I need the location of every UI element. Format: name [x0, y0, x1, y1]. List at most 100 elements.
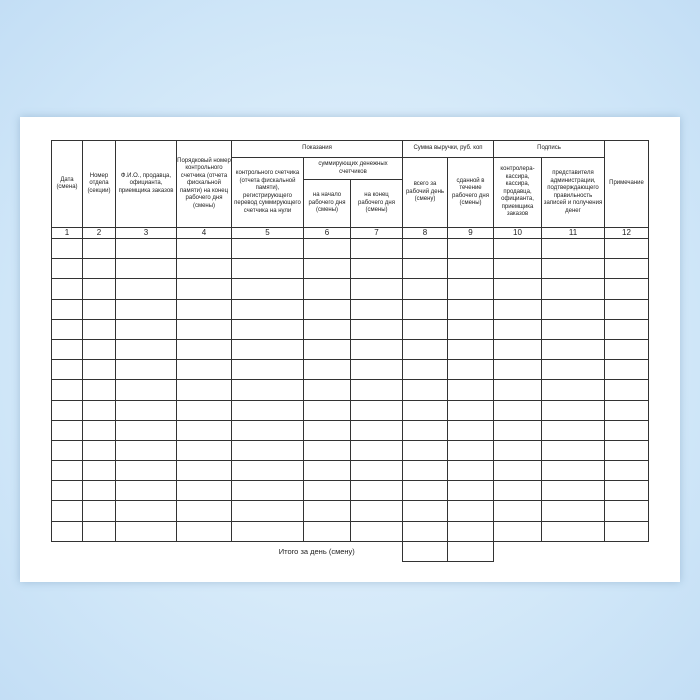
- table-cell[interactable]: [51, 298, 83, 320]
- table-cell[interactable]: [303, 258, 351, 280]
- table-cell[interactable]: [82, 439, 116, 462]
- table-cell[interactable]: [350, 520, 403, 542]
- table-cell[interactable]: [115, 520, 177, 542]
- table-cell[interactable]: [303, 338, 351, 361]
- table-cell[interactable]: [82, 237, 116, 260]
- table-cell[interactable]: [82, 500, 116, 522]
- table-cell[interactable]: [176, 258, 232, 280]
- table-cell[interactable]: [82, 460, 116, 482]
- table-cell[interactable]: [447, 298, 494, 320]
- table-cell[interactable]: [115, 439, 177, 462]
- table-cell[interactable]: [176, 359, 232, 381]
- table-cell[interactable]: [493, 359, 542, 381]
- table-cell[interactable]: [51, 278, 83, 300]
- table-cell[interactable]: [82, 298, 116, 320]
- table-cell[interactable]: [447, 520, 494, 542]
- table-cell[interactable]: [402, 318, 448, 340]
- table-cell[interactable]: [82, 278, 116, 300]
- table-cell[interactable]: [303, 460, 351, 482]
- table-cell[interactable]: [176, 379, 232, 401]
- table-cell[interactable]: [493, 439, 542, 462]
- table-cell[interactable]: [82, 359, 116, 381]
- table-cell[interactable]: [604, 460, 649, 482]
- table-cell[interactable]: [541, 258, 605, 280]
- table-cell[interactable]: [115, 278, 177, 300]
- table-cell[interactable]: [231, 460, 304, 482]
- table-cell[interactable]: [541, 419, 605, 441]
- table-cell[interactable]: [541, 379, 605, 401]
- table-cell[interactable]: [541, 399, 605, 421]
- table-cell[interactable]: [176, 480, 232, 502]
- table-cell[interactable]: [447, 359, 494, 381]
- table-cell[interactable]: [402, 439, 448, 462]
- table-cell[interactable]: [402, 460, 448, 482]
- table-cell[interactable]: [51, 460, 83, 482]
- table-cell[interactable]: [115, 419, 177, 441]
- table-cell[interactable]: [51, 318, 83, 340]
- table-cell[interactable]: [82, 338, 116, 361]
- table-cell[interactable]: [604, 258, 649, 280]
- table-cell[interactable]: [231, 338, 304, 361]
- table-cell[interactable]: [604, 500, 649, 522]
- table-cell[interactable]: [176, 439, 232, 462]
- table-cell[interactable]: [350, 439, 403, 462]
- table-cell[interactable]: [541, 318, 605, 340]
- table-cell[interactable]: [231, 500, 304, 522]
- table-cell[interactable]: [231, 318, 304, 340]
- table-cell[interactable]: [51, 480, 83, 502]
- table-cell[interactable]: [447, 318, 494, 340]
- table-cell[interactable]: [51, 500, 83, 522]
- table-cell[interactable]: [541, 359, 605, 381]
- table-cell[interactable]: [402, 237, 448, 260]
- table-cell[interactable]: [541, 500, 605, 522]
- table-cell[interactable]: [350, 318, 403, 340]
- table-cell[interactable]: [447, 338, 494, 361]
- table-cell[interactable]: [303, 359, 351, 381]
- table-cell[interactable]: [231, 258, 304, 280]
- table-cell[interactable]: [303, 480, 351, 502]
- table-cell[interactable]: [231, 520, 304, 542]
- table-cell[interactable]: [51, 379, 83, 401]
- table-cell[interactable]: [541, 298, 605, 320]
- table-cell[interactable]: [604, 298, 649, 320]
- table-cell[interactable]: [176, 298, 232, 320]
- table-cell[interactable]: [176, 399, 232, 421]
- table-cell[interactable]: [176, 520, 232, 542]
- table-cell[interactable]: [604, 419, 649, 441]
- table-cell[interactable]: [402, 278, 448, 300]
- table-cell[interactable]: [115, 359, 177, 381]
- table-cell[interactable]: [604, 399, 649, 421]
- table-cell[interactable]: [176, 460, 232, 482]
- table-cell[interactable]: [82, 379, 116, 401]
- table-cell[interactable]: [350, 500, 403, 522]
- table-cell[interactable]: [51, 359, 83, 381]
- table-cell[interactable]: [604, 318, 649, 340]
- table-cell[interactable]: [350, 379, 403, 401]
- table-cell[interactable]: [303, 278, 351, 300]
- table-cell[interactable]: [303, 520, 351, 542]
- table-cell[interactable]: [115, 399, 177, 421]
- table-cell[interactable]: [115, 237, 177, 260]
- table-cell[interactable]: [231, 237, 304, 260]
- table-cell[interactable]: [402, 258, 448, 280]
- table-cell[interactable]: [541, 460, 605, 482]
- table-cell[interactable]: [115, 258, 177, 280]
- table-cell[interactable]: [82, 419, 116, 441]
- table-cell[interactable]: [303, 500, 351, 522]
- table-cell[interactable]: [402, 520, 448, 542]
- table-cell[interactable]: [231, 439, 304, 462]
- table-cell[interactable]: [402, 480, 448, 502]
- table-cell[interactable]: [115, 480, 177, 502]
- table-cell[interactable]: [231, 379, 304, 401]
- table-cell[interactable]: [231, 480, 304, 502]
- table-cell[interactable]: [350, 419, 403, 441]
- table-cell[interactable]: [303, 379, 351, 401]
- table-cell[interactable]: [493, 379, 542, 401]
- table-cell[interactable]: [82, 520, 116, 542]
- table-cell[interactable]: [350, 278, 403, 300]
- table-cell[interactable]: [51, 439, 83, 462]
- table-cell[interactable]: [231, 278, 304, 300]
- table-cell[interactable]: [303, 298, 351, 320]
- table-cell[interactable]: [115, 298, 177, 320]
- table-cell[interactable]: [51, 338, 83, 361]
